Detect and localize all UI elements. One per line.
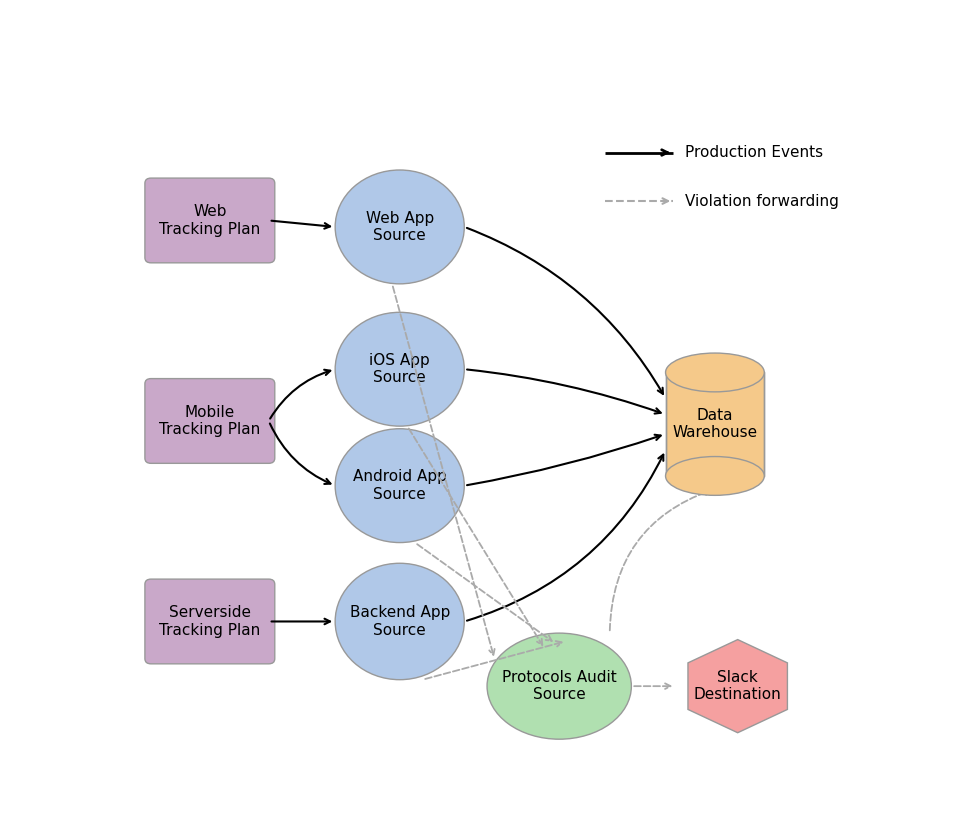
Ellipse shape — [335, 170, 465, 284]
Text: Web
Tracking Plan: Web Tracking Plan — [159, 204, 261, 237]
FancyBboxPatch shape — [665, 372, 764, 476]
Text: Slack
Destination: Slack Destination — [694, 670, 782, 702]
FancyBboxPatch shape — [145, 379, 274, 464]
Ellipse shape — [335, 564, 465, 680]
FancyBboxPatch shape — [145, 579, 274, 664]
Ellipse shape — [665, 457, 764, 496]
Text: Protocols Audit
Source: Protocols Audit Source — [502, 670, 616, 702]
Text: Mobile
Tracking Plan: Mobile Tracking Plan — [159, 405, 261, 437]
Text: Backend App
Source: Backend App Source — [350, 606, 450, 638]
Text: Production Events: Production Events — [684, 145, 822, 160]
Ellipse shape — [335, 312, 465, 426]
Ellipse shape — [335, 428, 465, 543]
Text: Web App
Source: Web App Source — [366, 211, 434, 243]
Text: Violation forwarding: Violation forwarding — [684, 193, 839, 208]
Text: Android App
Source: Android App Source — [353, 470, 447, 501]
Text: iOS App
Source: iOS App Source — [369, 353, 430, 386]
Text: Serverside
Tracking Plan: Serverside Tracking Plan — [159, 606, 261, 638]
Text: Data
Warehouse: Data Warehouse — [672, 408, 758, 440]
Ellipse shape — [665, 353, 764, 391]
Polygon shape — [688, 639, 787, 732]
FancyBboxPatch shape — [145, 178, 274, 263]
Ellipse shape — [487, 633, 631, 739]
